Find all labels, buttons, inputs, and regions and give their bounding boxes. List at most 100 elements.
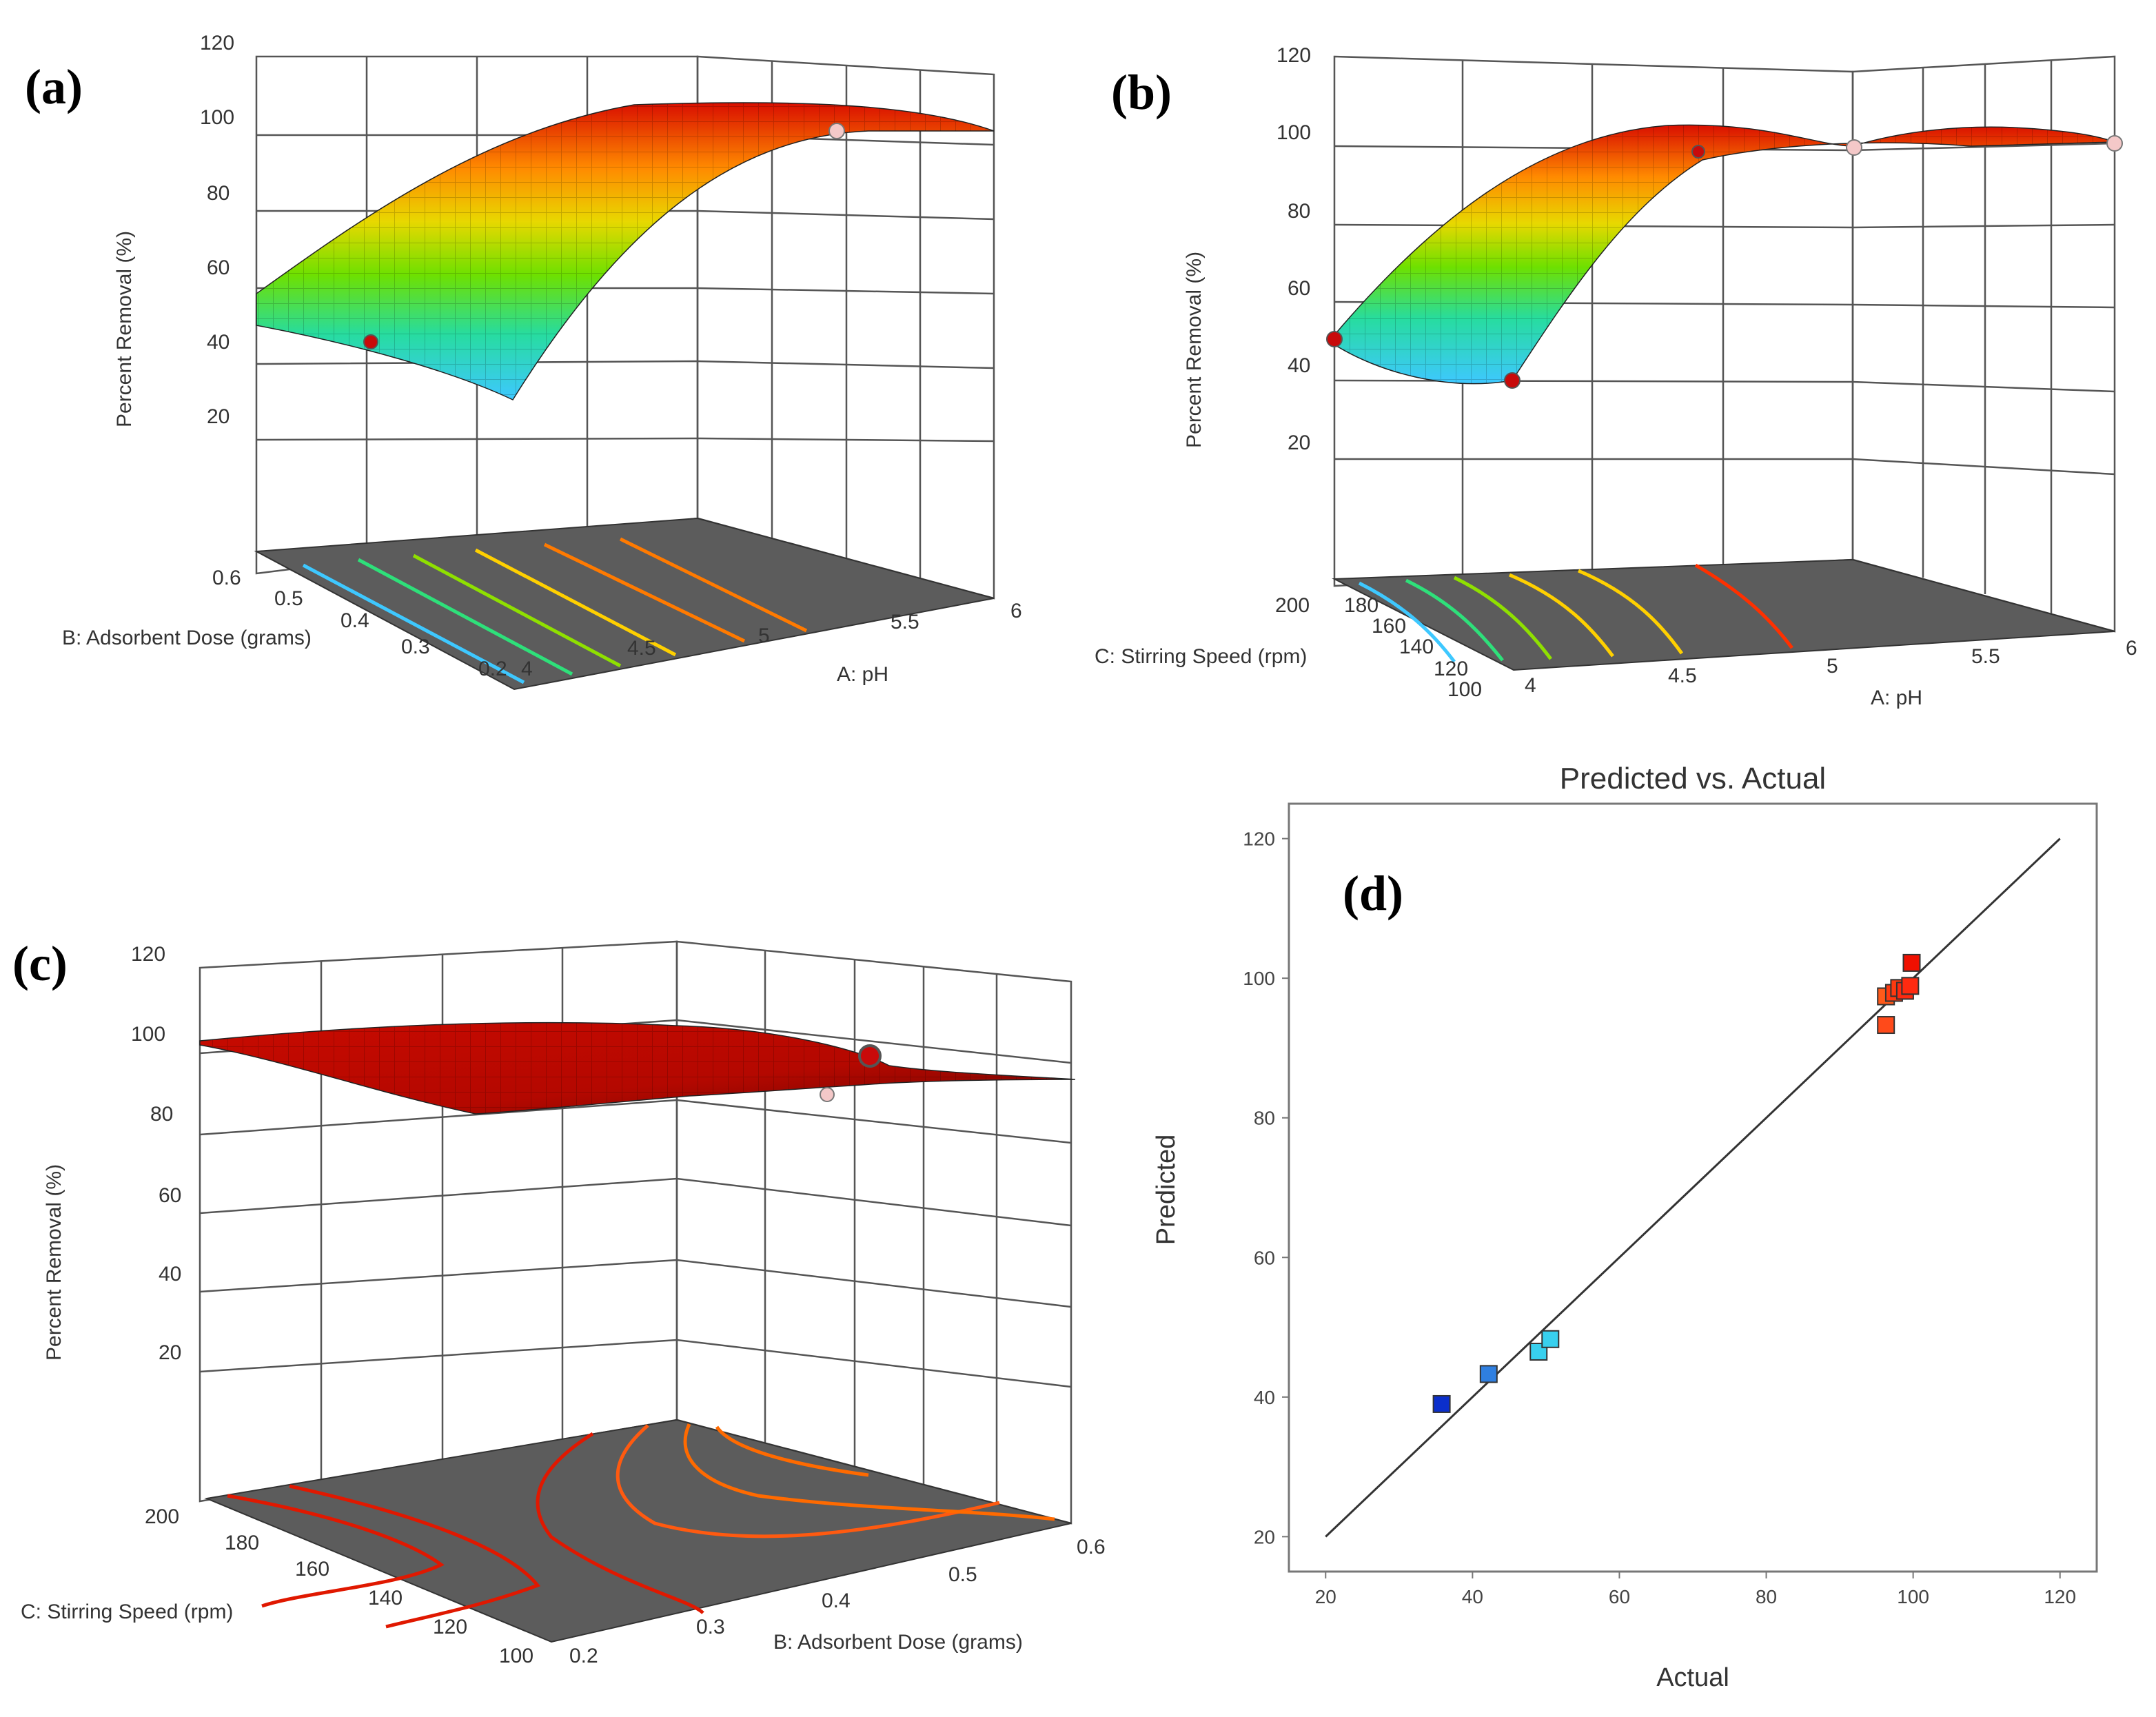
panel-a-design-point bbox=[363, 334, 378, 349]
panel-b-design-point bbox=[1326, 331, 1343, 347]
x-tick: 4 bbox=[521, 658, 533, 680]
panel-a-z-label: Percent Removal (%) bbox=[113, 231, 136, 427]
y-tick: 100 bbox=[499, 1645, 533, 1667]
z-tick: 20 bbox=[159, 1341, 181, 1364]
panel-b: (b) 20 40 60 80 100 120 bbox=[1095, 44, 2137, 709]
panel-b-design-point bbox=[1504, 372, 1521, 389]
y-tick: 0.2 bbox=[478, 658, 507, 680]
z-tick: 80 bbox=[207, 182, 230, 205]
panel-a-y-label: B: Adsorbent Dose (grams) bbox=[62, 627, 312, 649]
z-tick: 120 bbox=[1277, 44, 1311, 67]
panel-b-x-ticks: 4 4.5 5 5.5 6 bbox=[1525, 637, 2137, 697]
x-tick-label: 80 bbox=[1756, 1586, 1777, 1607]
y-tick-label: 120 bbox=[1243, 829, 1275, 850]
z-tick: 120 bbox=[131, 943, 165, 966]
data-point bbox=[1901, 977, 1920, 995]
y-tick: 120 bbox=[433, 1616, 467, 1638]
x-tick: 4.5 bbox=[1668, 664, 1697, 687]
y-tick: 160 bbox=[295, 1558, 329, 1581]
panel-d: (d) Predicted vs. Actual 20 40 60 80 100 120 … bbox=[1152, 762, 2098, 1692]
panel-b-design-point bbox=[1691, 145, 1705, 159]
panel-c: (c) 20 40 60 80 100 120 Percent Rem bbox=[12, 936, 1106, 1667]
z-tick: 20 bbox=[1288, 431, 1310, 454]
x-tick: 6 bbox=[2126, 637, 2137, 660]
data-point bbox=[1902, 953, 1921, 972]
z-tick: 120 bbox=[200, 32, 234, 54]
x-tick-label: 100 bbox=[1897, 1586, 1929, 1607]
y-tick: 180 bbox=[225, 1532, 259, 1554]
panel-c-x-label: B: Adsorbent Dose (grams) bbox=[773, 1631, 1023, 1654]
z-tick: 100 bbox=[131, 1023, 165, 1046]
x-axis-label: Actual bbox=[1656, 1663, 1729, 1692]
x-tick: 0.2 bbox=[569, 1645, 598, 1667]
panel-label-b: (b) bbox=[1111, 65, 1172, 120]
data-point bbox=[1479, 1365, 1498, 1383]
panel-c-z-ticks: 20 40 60 80 100 120 bbox=[131, 943, 181, 1364]
x-tick: 4.5 bbox=[627, 637, 656, 660]
y-tick-label: 20 bbox=[1254, 1526, 1275, 1547]
z-tick: 20 bbox=[207, 405, 230, 428]
panel-c-z-label: Percent Removal (%) bbox=[43, 1164, 65, 1361]
panel-b-y-label: C: Stirring Speed (rpm) bbox=[1095, 645, 1307, 668]
data-point bbox=[1541, 1330, 1560, 1348]
plot-frame bbox=[1288, 802, 2098, 1573]
x-tick: 5 bbox=[1827, 655, 1838, 678]
data-point bbox=[1432, 1394, 1451, 1413]
panel-b-design-point bbox=[2106, 135, 2123, 152]
panel-b-design-point bbox=[1846, 139, 1862, 156]
y-axis-label: Predicted bbox=[1152, 1135, 1181, 1246]
y-axis-ticks: 20 40 60 80 100 120 bbox=[1243, 829, 1289, 1547]
data-points bbox=[1432, 953, 1921, 1413]
panel-c-contours bbox=[227, 1423, 1055, 1629]
y-tick: 0.5 bbox=[274, 587, 303, 610]
z-tick: 100 bbox=[1277, 121, 1311, 144]
panel-a-floor bbox=[254, 517, 995, 691]
panel-b-contours bbox=[1358, 563, 1793, 663]
y-tick-label: 60 bbox=[1254, 1247, 1275, 1268]
x-tick: 0.5 bbox=[948, 1563, 977, 1586]
panel-label-c: (c) bbox=[12, 936, 68, 991]
y-tick: 180 bbox=[1344, 594, 1379, 617]
x-tick: 0.3 bbox=[696, 1616, 725, 1638]
panel-b-floor bbox=[1332, 558, 2115, 671]
panel-b-z-label: Percent Removal (%) bbox=[1183, 252, 1206, 448]
panel-a-design-point bbox=[828, 123, 845, 139]
panel-a-x-ticks: 4 4.5 5 5.5 6 bbox=[521, 600, 1022, 680]
x-tick: 5.5 bbox=[891, 611, 919, 633]
y-tick: 0.4 bbox=[340, 609, 369, 632]
panel-c-x-ticks: 0.2 0.3 0.4 0.5 0.6 bbox=[569, 1536, 1106, 1667]
panel-c-design-point bbox=[858, 1044, 882, 1068]
reference-line bbox=[1325, 837, 2061, 1538]
x-tick-label: 40 bbox=[1462, 1586, 1483, 1607]
y-tick: 140 bbox=[368, 1587, 403, 1609]
y-tick: 120 bbox=[1434, 658, 1468, 680]
z-tick: 40 bbox=[1288, 354, 1310, 377]
panel-b-y-ticks: 100 120 140 160 180 200 bbox=[1275, 594, 1482, 701]
x-tick: 6 bbox=[1010, 600, 1022, 622]
z-tick: 100 bbox=[200, 106, 234, 129]
z-tick: 60 bbox=[207, 256, 230, 279]
z-tick: 40 bbox=[207, 331, 230, 354]
z-tick: 80 bbox=[150, 1103, 173, 1126]
x-tick-label: 20 bbox=[1315, 1586, 1336, 1607]
chart-title: Predicted vs. Actual bbox=[1560, 762, 1826, 795]
y-tick-label: 40 bbox=[1254, 1387, 1275, 1408]
panel-b-z-ticks: 20 40 60 80 100 120 bbox=[1277, 44, 1311, 454]
panel-c-design-point bbox=[820, 1087, 835, 1102]
x-tick-label: 60 bbox=[1609, 1586, 1630, 1607]
y-tick: 200 bbox=[1275, 594, 1310, 617]
y-tick: 200 bbox=[145, 1505, 179, 1528]
x-tick: 5 bbox=[758, 624, 770, 647]
z-tick: 40 bbox=[159, 1263, 181, 1286]
panel-a-x-label: A: pH bbox=[837, 663, 888, 686]
z-tick: 60 bbox=[159, 1184, 181, 1207]
panel-a: (a) 20 40 60 80 100 120 bbox=[25, 32, 1022, 691]
x-tick: 5.5 bbox=[1971, 645, 2000, 668]
panel-c-y-ticks: 100 120 140 160 180 200 bbox=[145, 1505, 533, 1667]
x-tick-label: 120 bbox=[2044, 1586, 2076, 1607]
y-tick: 140 bbox=[1399, 636, 1434, 658]
x-tick: 0.6 bbox=[1077, 1536, 1106, 1558]
y-tick-label: 100 bbox=[1243, 968, 1275, 989]
z-tick: 60 bbox=[1288, 277, 1310, 300]
